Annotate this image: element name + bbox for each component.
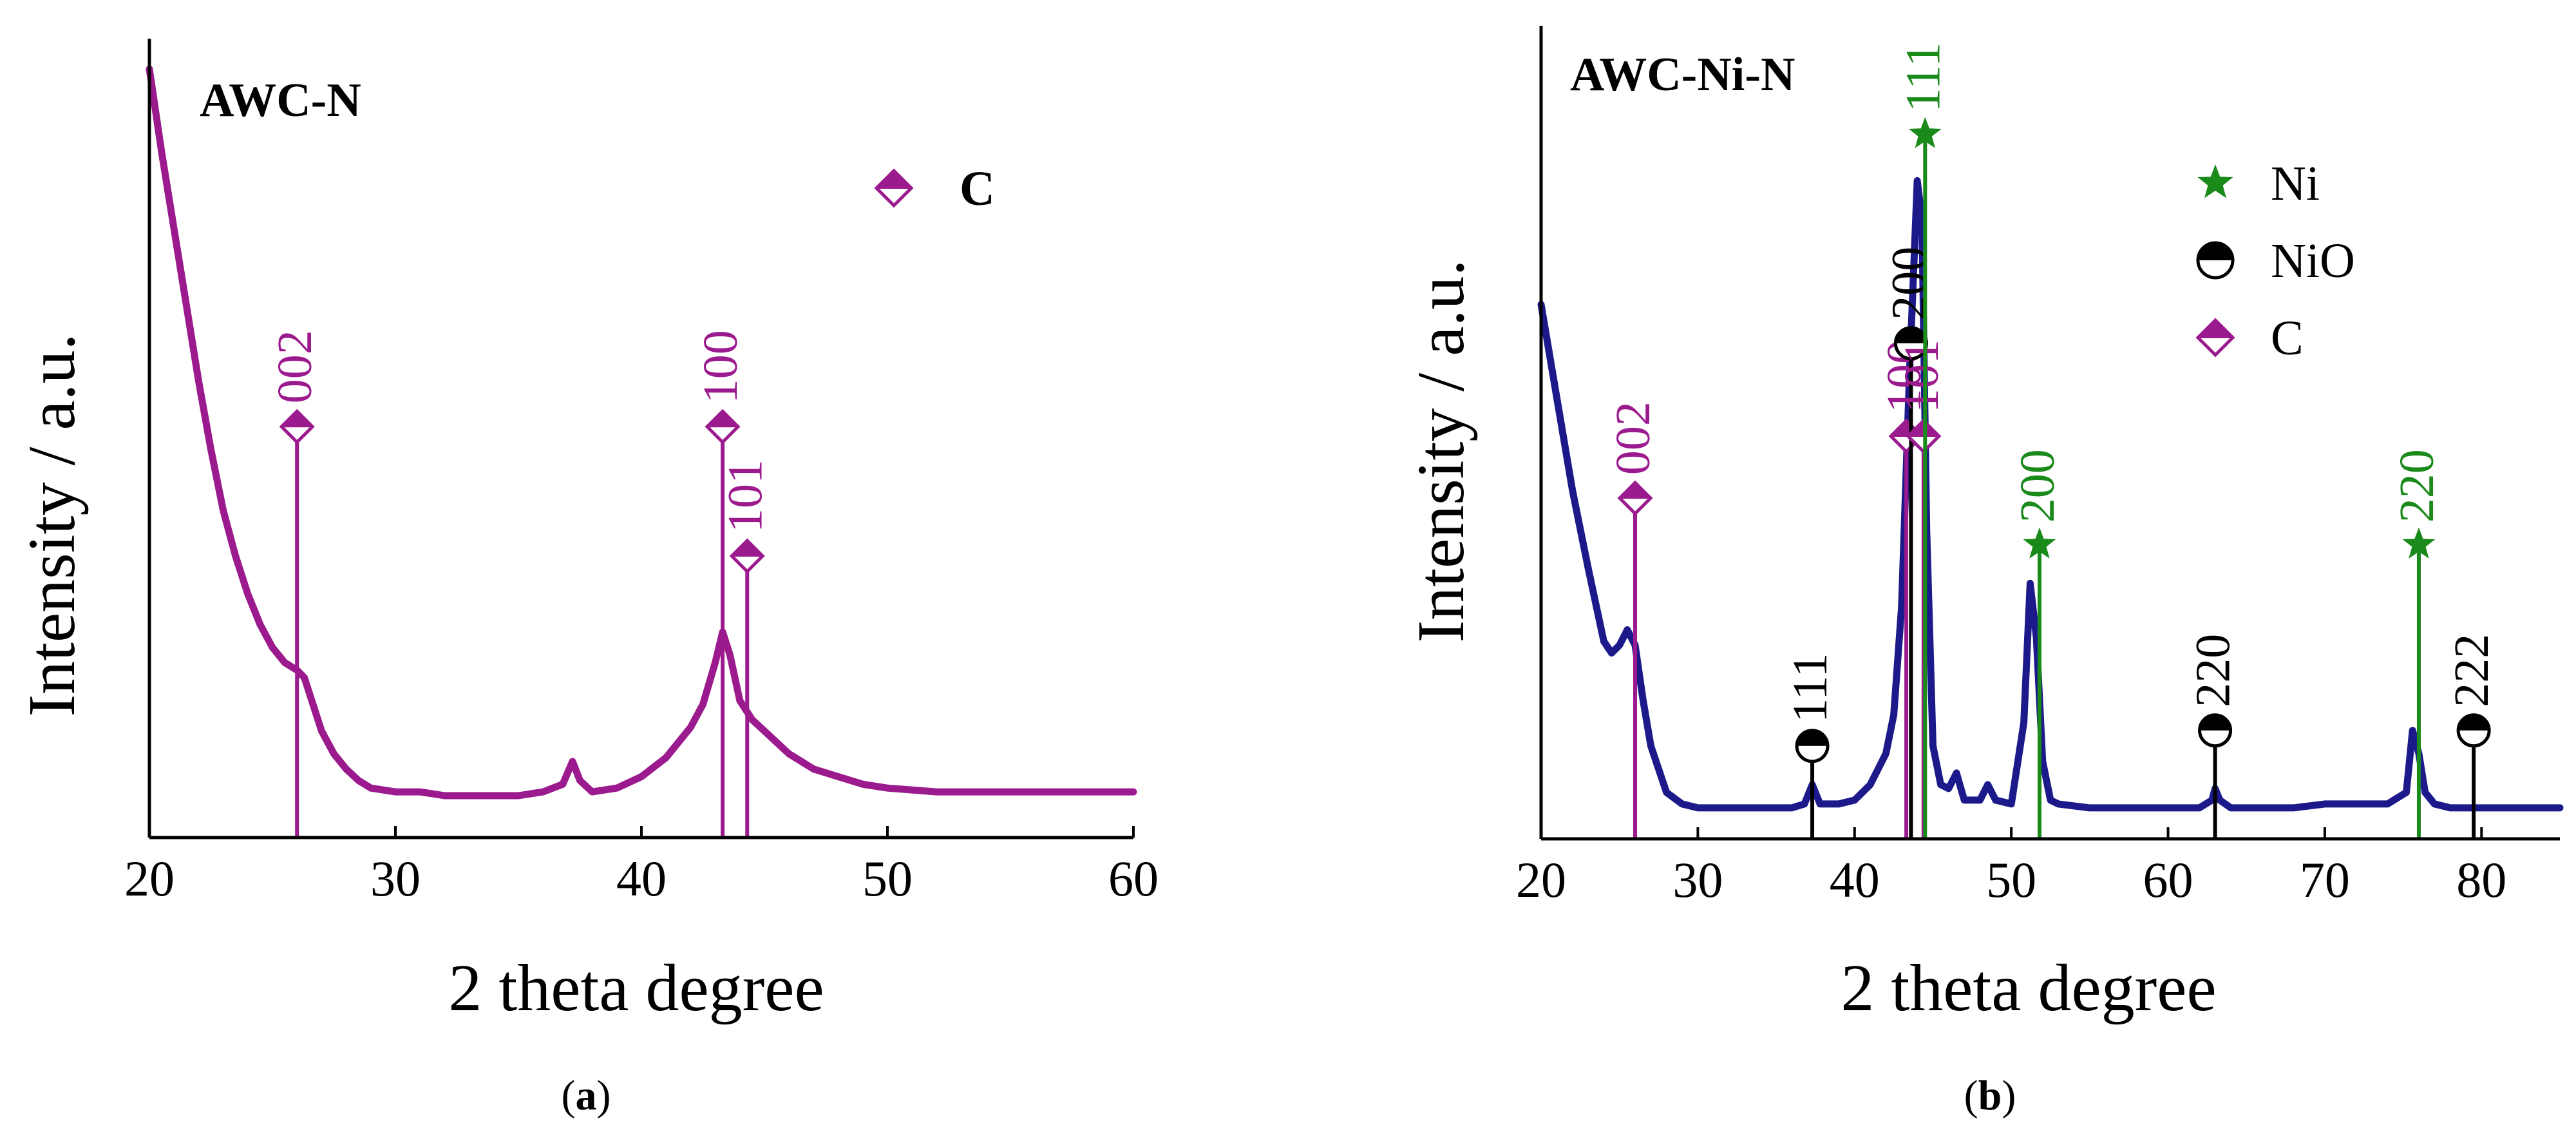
panel-b-ref-nio-111-hkl-label: 111 bbox=[1783, 653, 1837, 722]
panel-b-curve-layer bbox=[1537, 177, 2564, 812]
panel-b-x-axis-title: 2 theta degree bbox=[1841, 951, 2216, 1025]
panel-b-series-line-0 bbox=[1537, 177, 2564, 812]
panel-b-legend: Ni NiO C bbox=[2195, 157, 2355, 365]
panel-b-ref-nio-222-marker-fill bbox=[2458, 714, 2490, 731]
panel-a-axes: 20 30 40 50 60 bbox=[124, 39, 1159, 906]
panel-b-legend-marker-nio-fill bbox=[2198, 243, 2233, 260]
panel-b-ref-ni-111-hkl-label: 111 bbox=[1896, 43, 1950, 112]
panel-b-ref-c-002-hkl-label: 002 bbox=[1606, 401, 1660, 475]
panel-b-legend-label-c: C bbox=[2271, 311, 2304, 365]
panel-b-x-tick-label-40: 40 bbox=[1830, 852, 1880, 908]
panel-b-axes: 20 30 40 50 60 70 80 bbox=[1516, 26, 2560, 908]
panel-a-label: (a) bbox=[562, 1072, 611, 1119]
panel-a-x-axis-title: 2 theta degree bbox=[448, 951, 824, 1025]
panel-a-sample-label: AWC-N bbox=[200, 74, 361, 127]
panel-a-series-line-0 bbox=[146, 65, 1137, 800]
panel-a-x-tick-label-50: 50 bbox=[862, 850, 913, 906]
panel-b-legend-marker-ni bbox=[2197, 164, 2233, 198]
panel-b-ref-ni-200-marker bbox=[2023, 527, 2056, 559]
panel-b-ref-ni-200-hkl-label: 200 bbox=[2011, 449, 2065, 523]
panel-b-x-tick-label-60: 60 bbox=[2143, 852, 2193, 908]
panel-a-ref-c-101-hkl-label: 101 bbox=[718, 459, 772, 533]
panel-b-ref-ni-220-hkl-label: 220 bbox=[2390, 449, 2444, 523]
panel-a-legend-label-c: C bbox=[960, 162, 995, 216]
panel-b-legend-label-ni: Ni bbox=[2271, 157, 2320, 211]
panel-a-reference-lines: 002 100 101 bbox=[268, 330, 772, 838]
panel-a-legend: C bbox=[874, 162, 995, 216]
panel-a-ref-c-100-marker-fill bbox=[705, 410, 740, 428]
panel-b-ref-nio-200-hkl-label: 200 bbox=[1882, 247, 1936, 320]
panel-b-x-tick-label-70: 70 bbox=[2300, 852, 2350, 908]
panel-b-x-tick-label-20: 20 bbox=[1516, 852, 1566, 908]
panel-a: 002 100 101 20 30 40 50 60 AWC-N C 2 theta deg… bbox=[15, 39, 1159, 1119]
panel-b-ref-nio-111-marker-fill bbox=[1797, 730, 1828, 746]
panel-b-ref-ni-111-marker bbox=[1908, 117, 1942, 148]
panel-b-x-tick-label-30: 30 bbox=[1672, 852, 1723, 908]
panel-b-ref-nio-222-hkl-label: 222 bbox=[2445, 634, 2499, 707]
panel-a-x-tick-label-40: 40 bbox=[616, 850, 667, 906]
panel-a-x-tick-label-30: 30 bbox=[370, 850, 421, 906]
panel-b-x-tick-label-50: 50 bbox=[1986, 852, 2036, 908]
panel-b-ref-nio-220-marker-fill bbox=[2199, 714, 2231, 731]
panel-b-sample-label: AWC-Ni-N bbox=[1570, 48, 1795, 101]
panel-b-ref-ni-220-marker bbox=[2402, 527, 2436, 559]
panel-a-ref-c-100-hkl-label: 100 bbox=[694, 330, 748, 403]
panel-b-y-axis-title: Intensity / a.u. bbox=[1404, 259, 1478, 642]
panel-a-ref-c-101-marker-fill bbox=[730, 539, 764, 557]
panel-a-legend-marker-c-fill bbox=[875, 169, 913, 189]
panel-b-legend-label-nio: NiO bbox=[2271, 234, 2355, 288]
panel-b-legend-marker-c-fill bbox=[2196, 319, 2235, 338]
panel-a-ref-c-002-hkl-label: 002 bbox=[268, 330, 322, 403]
panel-b-label: (b) bbox=[1964, 1072, 2016, 1119]
panel-a-y-axis-title: Intensity / a.u. bbox=[15, 333, 89, 716]
panel-a-curve-layer bbox=[146, 65, 1137, 800]
panel-a-ref-c-002-marker-fill bbox=[279, 410, 314, 428]
panel-a-x-tick-label-20: 20 bbox=[124, 850, 175, 906]
panel-b-ref-c-101-hkl-label: 101 bbox=[1895, 340, 1949, 413]
panel-b-ref-nio-200-marker-fill bbox=[1895, 327, 1927, 343]
panel-b-ref-c-002-marker-fill bbox=[1618, 481, 1653, 499]
panel-b-ref-nio-220-hkl-label: 220 bbox=[2186, 634, 2240, 707]
panel-a-x-tick-label-60: 60 bbox=[1108, 850, 1159, 906]
panel-b-x-tick-label-80: 80 bbox=[2456, 852, 2506, 908]
